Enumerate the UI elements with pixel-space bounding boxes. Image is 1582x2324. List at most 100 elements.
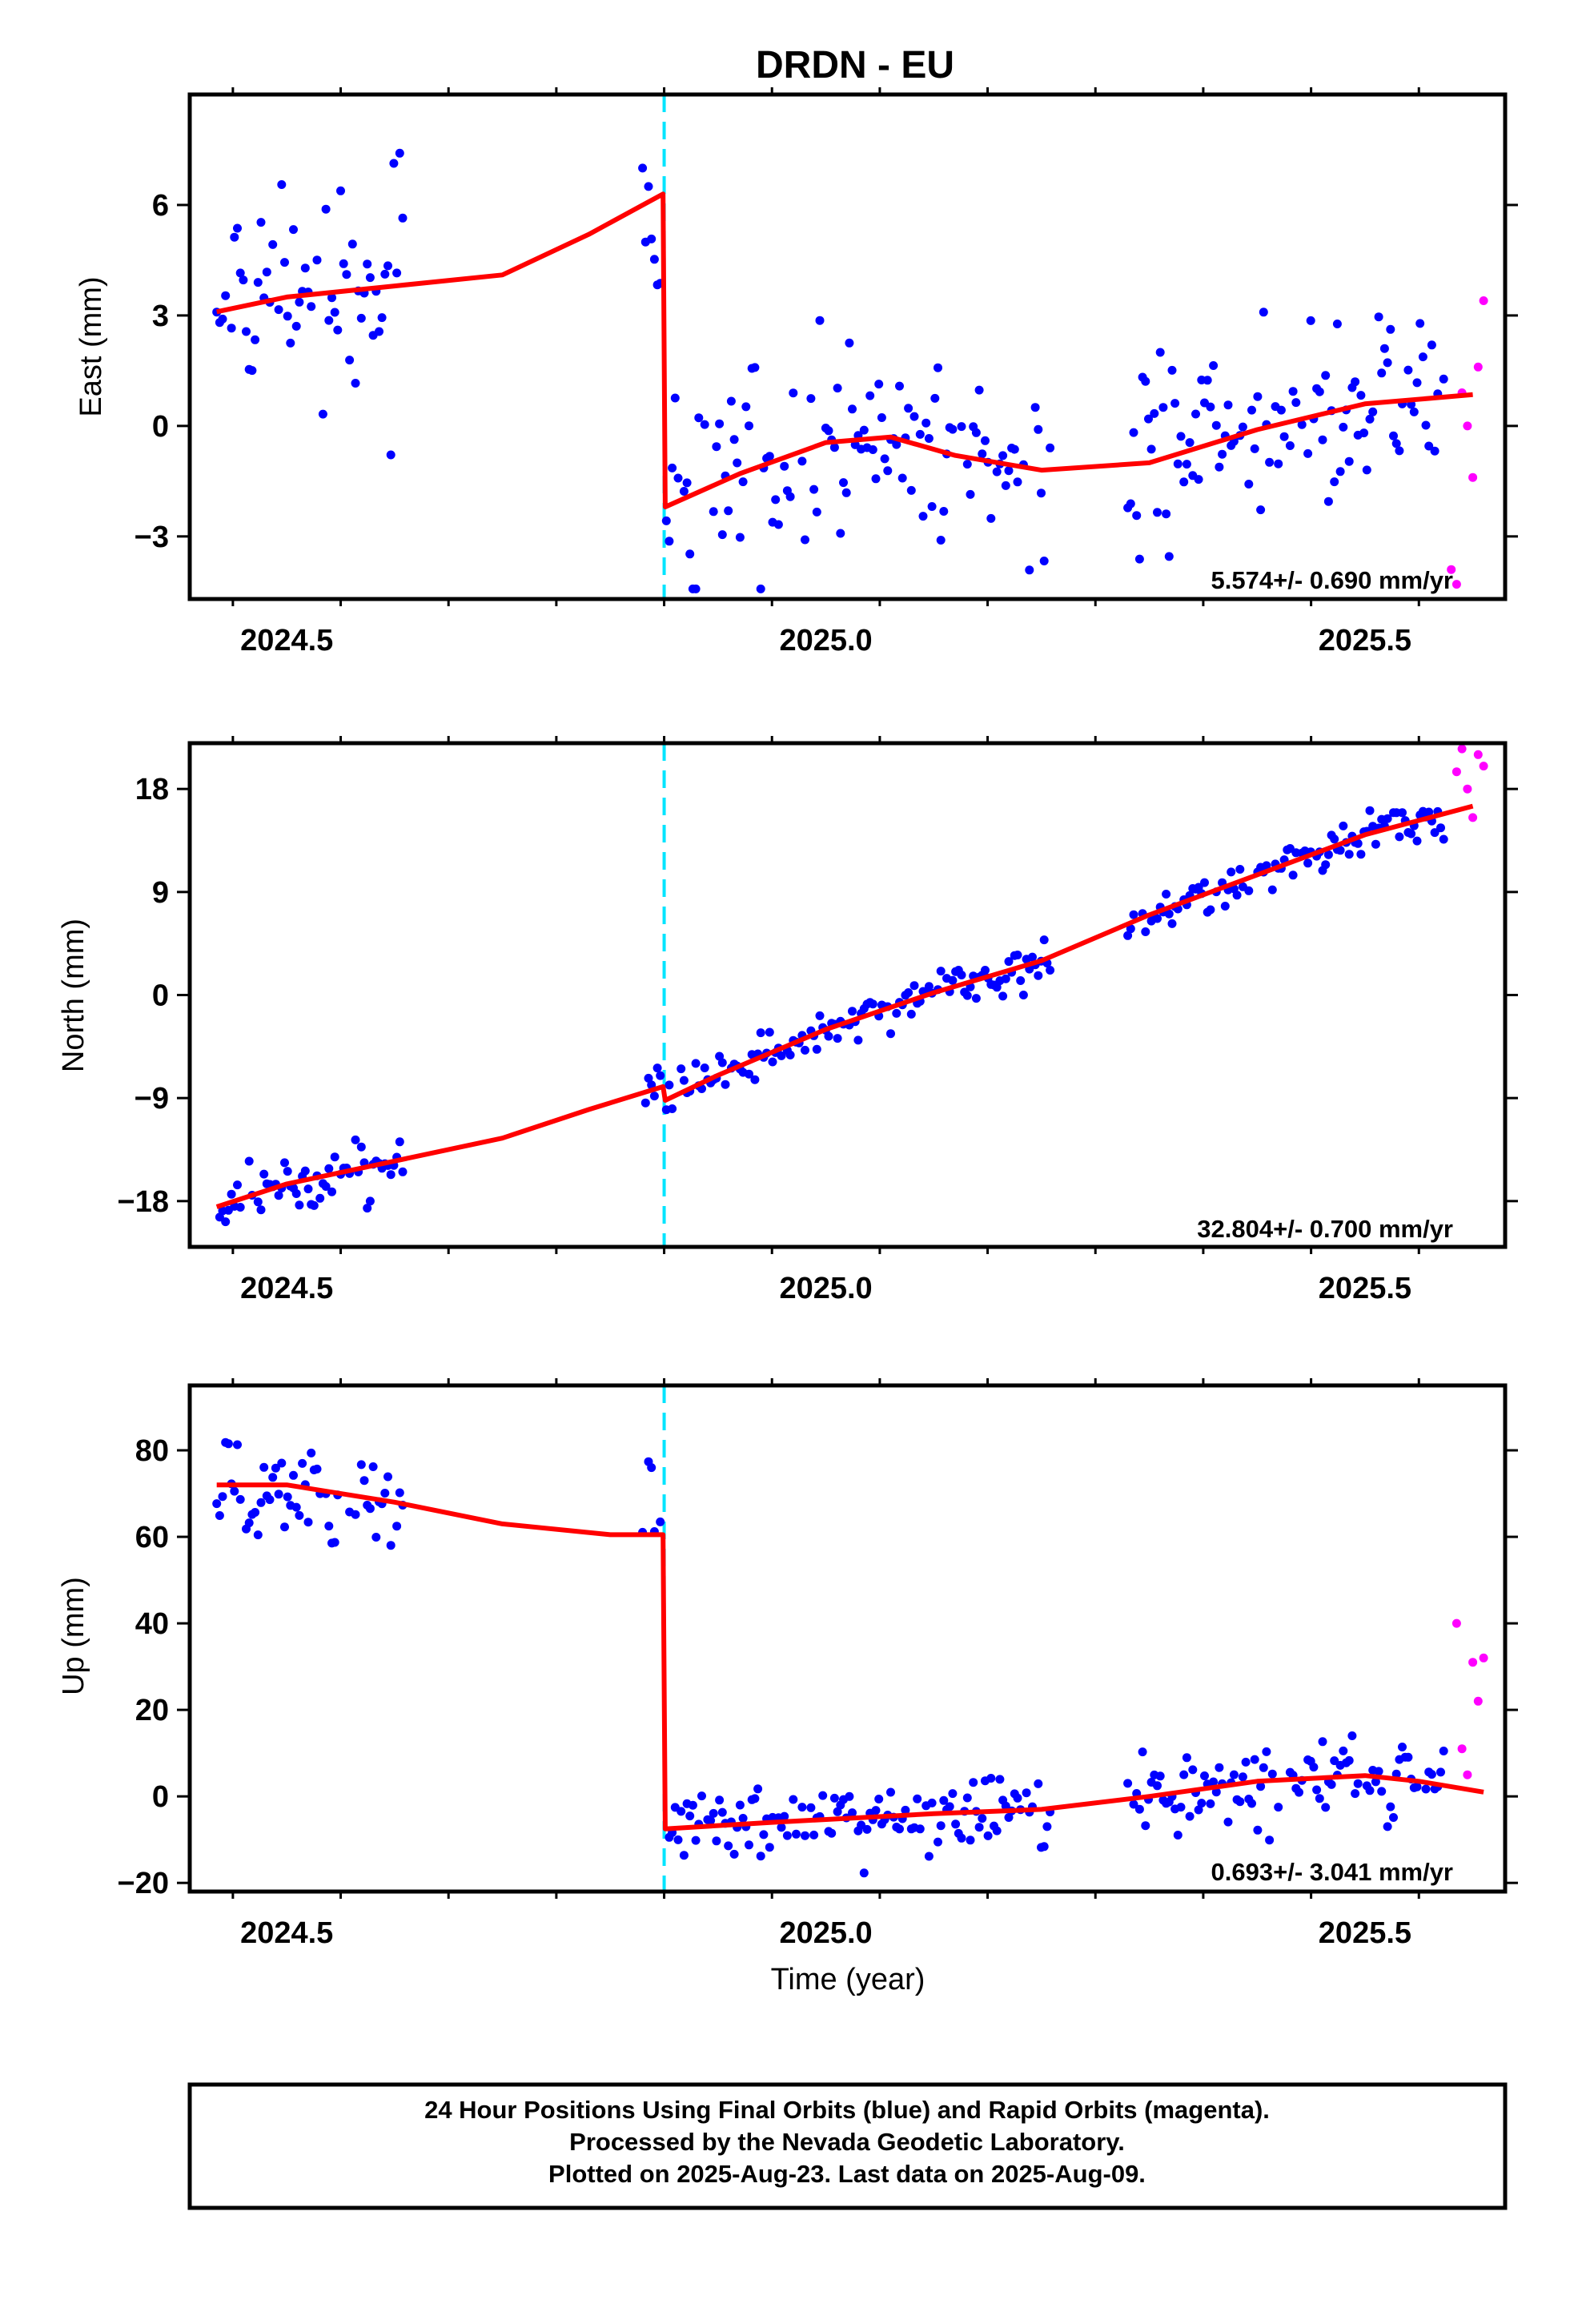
east-final-point (1001, 480, 1010, 490)
up-final-point (268, 1473, 278, 1482)
up-final-point (1398, 1743, 1407, 1751)
east-x-tick-labels: 2024.5 2025.0 2025.5 (240, 624, 1411, 657)
up-final-point (1229, 1770, 1239, 1779)
east-final-point (765, 452, 774, 461)
up-final-point (901, 1805, 910, 1815)
north-rapid-point (1473, 750, 1483, 759)
north-final-point (892, 1008, 901, 1018)
east-final-point (1218, 449, 1227, 459)
up-final-point (1339, 1746, 1348, 1755)
north-final-point (765, 1027, 774, 1037)
east-final-point (300, 263, 310, 273)
north-y-tick-label: 18 (135, 773, 169, 806)
north-final-point (259, 1169, 269, 1179)
north-final-point (750, 1075, 760, 1084)
east-final-point (895, 381, 904, 391)
east-final-point (649, 255, 659, 264)
east-final-point (738, 477, 748, 487)
north-final-point (886, 1029, 895, 1039)
up-final-point (789, 1795, 798, 1804)
north-rapid-point (1457, 744, 1467, 754)
east-final-point (992, 467, 1002, 476)
north-final-point (998, 991, 1008, 1001)
east-final-point (1265, 457, 1275, 467)
east-final-point (1377, 368, 1387, 378)
east-final-point (883, 466, 893, 476)
east-final-point (1170, 399, 1180, 408)
north-rate-label: 32.804+/- 0.700 mm/yr (1197, 1215, 1453, 1243)
north-final-point (777, 1051, 786, 1060)
up-final-point (1141, 1821, 1150, 1831)
up-final-point (750, 1794, 760, 1803)
up-final-point (715, 1795, 725, 1805)
north-final-point (356, 1142, 366, 1152)
up-final-point (1197, 1799, 1207, 1808)
east-final-point (1379, 344, 1389, 353)
up-final-point (801, 1831, 809, 1840)
east-final-point (815, 316, 825, 325)
east-final-point (1285, 441, 1295, 450)
up-final-point (792, 1829, 801, 1839)
east-final-point (836, 529, 845, 538)
north-rapid-points (1452, 744, 1488, 822)
north-final-point (833, 1034, 842, 1043)
up-final-point (753, 1784, 763, 1794)
north-final-point (1046, 966, 1055, 975)
east-final-point (1279, 432, 1289, 441)
east-final-point (756, 584, 765, 593)
up-final-point (1312, 1785, 1322, 1795)
up-final-point (1256, 1782, 1266, 1791)
north-final-point (233, 1180, 242, 1190)
north-final-point (283, 1167, 292, 1176)
east-final-point (324, 316, 334, 325)
north-final-point (1288, 870, 1298, 880)
north-final-point (652, 1063, 662, 1073)
north-final-point (815, 1011, 825, 1020)
north-final-point (981, 966, 990, 975)
up-final-point (386, 1541, 396, 1550)
east-rate-label: 5.574+/- 0.690 mm/yr (1211, 566, 1453, 594)
east-model-curve (216, 191, 1473, 509)
north-final-point (274, 1191, 283, 1200)
east-final-point (974, 385, 984, 395)
up-plot-frame (187, 1383, 1508, 1894)
east-model-line (216, 191, 1473, 509)
up-rapid-point (1463, 1770, 1472, 1779)
east-final-point (715, 419, 725, 428)
up-x-tick-labels: 2024.5 2025.0 2025.5 (240, 1916, 1411, 1950)
east-final-point (934, 363, 942, 372)
east-final-point (1323, 497, 1333, 506)
north-final-point (291, 1189, 301, 1198)
north-final-point (768, 1057, 777, 1067)
east-final-point (307, 302, 316, 312)
east-final-point (1427, 340, 1436, 350)
up-final-point (1377, 1787, 1387, 1796)
up-final-point (924, 1852, 934, 1861)
up-final-point (1315, 1794, 1324, 1803)
north-final-point (365, 1196, 375, 1206)
up-final-point (913, 1794, 922, 1803)
up-y-tick-label: 40 (135, 1607, 169, 1641)
east-final-point (694, 413, 704, 423)
east-final-point (785, 492, 795, 501)
east-final-point (750, 363, 760, 372)
up-final-point (1371, 1777, 1380, 1787)
east-final-point (1332, 320, 1342, 328)
up-final-point (383, 1472, 392, 1482)
up-final-point (797, 1803, 807, 1812)
east-final-point (295, 297, 304, 307)
east-final-point (1209, 361, 1219, 370)
east-final-point (1164, 552, 1174, 561)
east-final-point (904, 404, 913, 413)
up-final-point (274, 1490, 283, 1499)
up-final-point (277, 1458, 287, 1468)
east-final-point (1179, 477, 1189, 487)
up-final-point (1123, 1779, 1133, 1788)
up-final-point (765, 1843, 774, 1852)
east-final-point (1306, 316, 1315, 325)
up-final-point (1013, 1793, 1022, 1803)
up-rapid-point (1479, 1653, 1488, 1663)
east-final-point (745, 421, 753, 431)
up-final-point (1436, 1767, 1445, 1777)
